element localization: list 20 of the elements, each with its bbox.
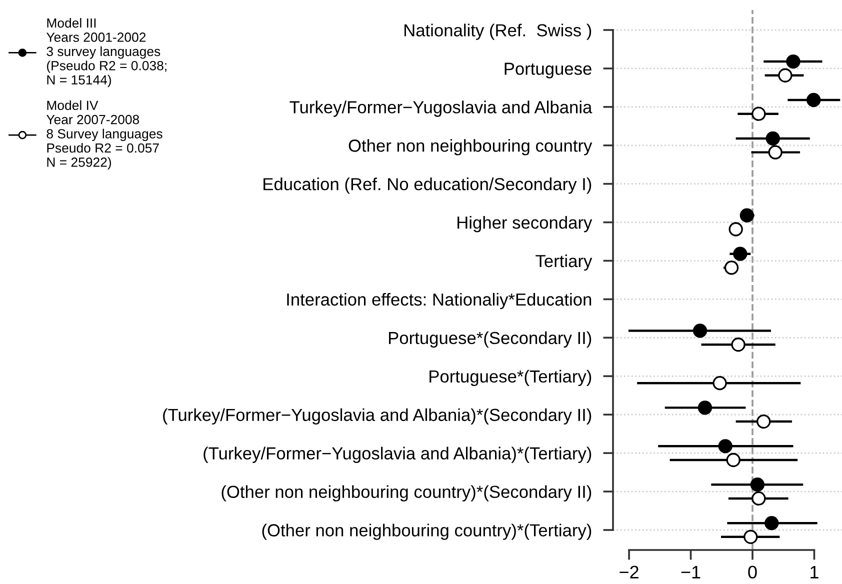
legend-label: Model III Years 2001-2002 3 survey languages (Pseudo R2 = 0.038; N = 15144)	[46, 18, 166, 88]
y-tick-label: Nationality (Ref. Swiss )	[404, 24, 592, 40]
y-tick-label: Portuguese*(Tertiary)	[430, 370, 592, 386]
y-tick-label: Portuguese*(Secondary II)	[389, 331, 592, 348]
y-tick-label: (Other non neighbouring country)*(Secondary II)	[222, 485, 592, 502]
x-tick-label: 0	[748, 566, 757, 579]
y-tick-label: (Turkey/Former−Yugoslavia and Albania)*(Secondary II)	[163, 408, 592, 425]
x-tick-label: −1	[681, 566, 700, 578]
legend-label: Model IV Year 2007-2008 8 Survey languages Pseudo R2 = 0.057 N = 25922)	[46, 100, 162, 170]
y-tick-label: (Other non neighbouring country)*(Tertiary)	[262, 524, 592, 540]
x-tick-label: −2	[620, 566, 638, 578]
y-tick-label: Higher secondary	[458, 216, 592, 232]
y-tick-label: Tertiary	[536, 254, 592, 271]
y-tick-label: (Turkey/Former−Yugoslavia and Albania)*(Tertiary)	[204, 446, 592, 463]
x-tick-label: 1	[810, 566, 818, 578]
y-tick-label: Turkey/Former−Yugoslavia and Albania	[290, 100, 592, 117]
y-tick-label: Other non neighbouring country	[348, 139, 592, 156]
y-tick-label: Education (Ref. No education/Secondary I)	[264, 178, 592, 194]
y-tick-label: Interaction effects: Nationaliy*Education	[287, 292, 592, 310]
y-tick-label: Portuguese	[504, 62, 592, 78]
